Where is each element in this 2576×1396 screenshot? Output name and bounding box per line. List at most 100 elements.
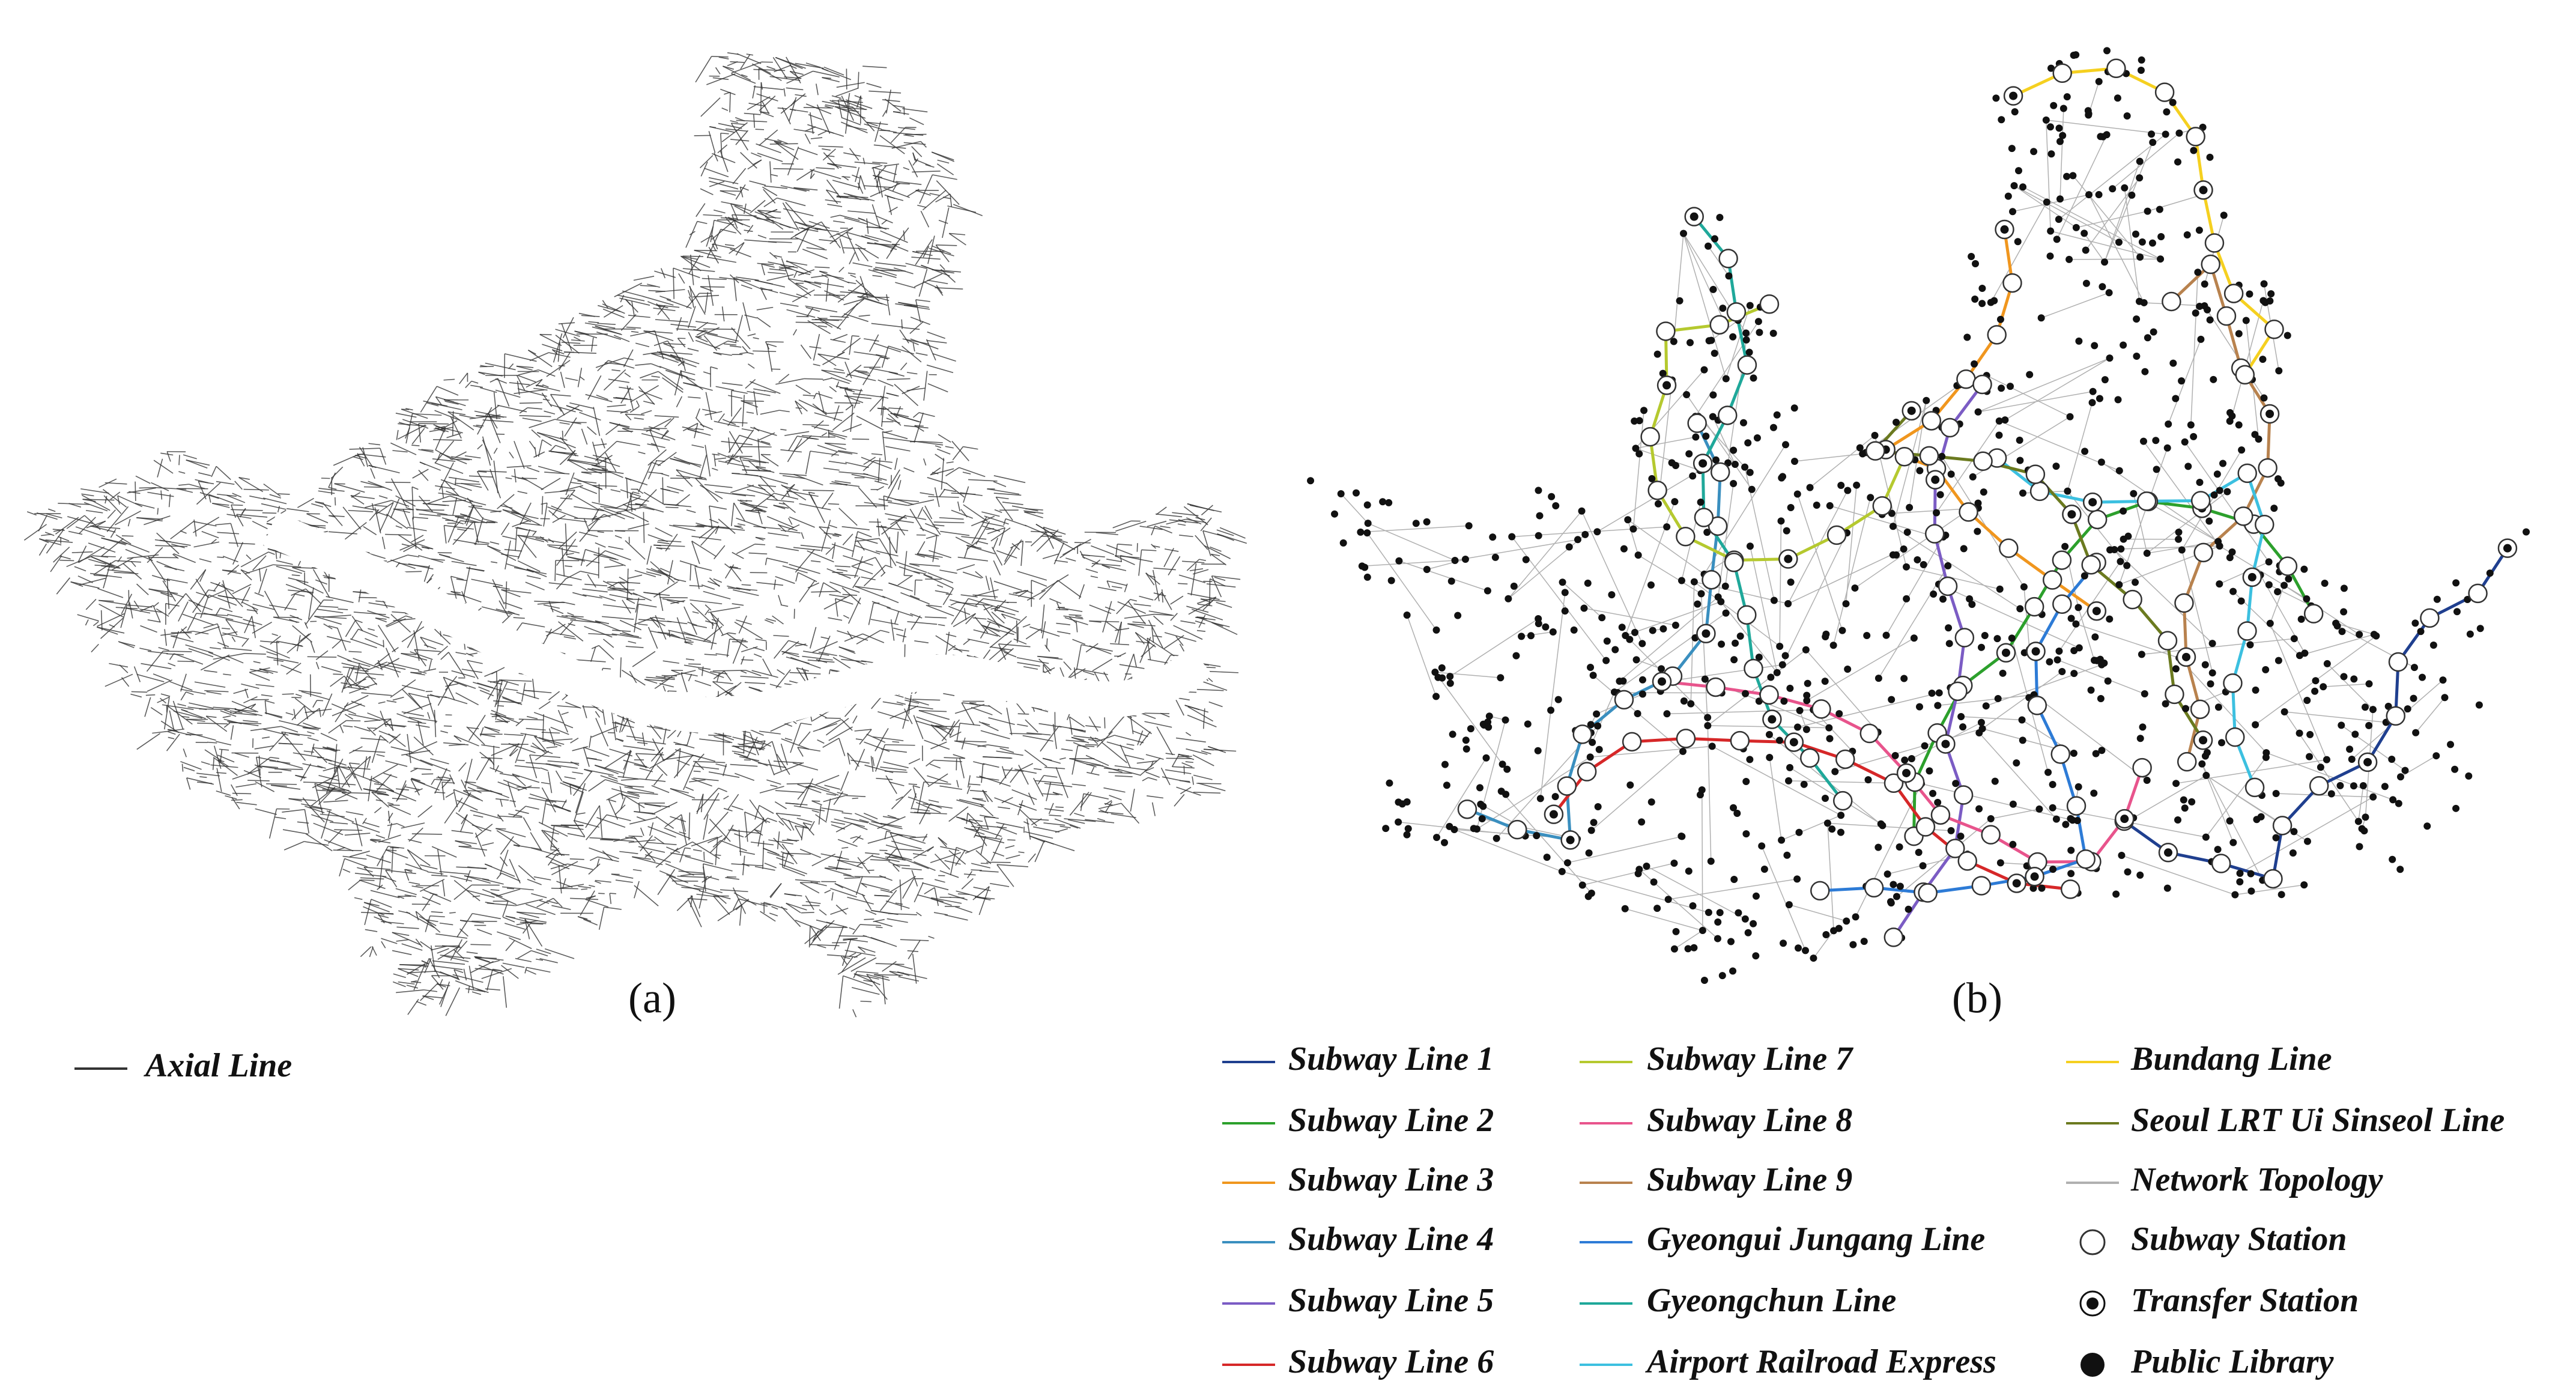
axial-segment <box>1040 726 1059 752</box>
axial-segment <box>566 405 583 412</box>
axial-segment <box>694 428 704 431</box>
axial-segment <box>1025 628 1041 640</box>
axial-segment <box>939 785 963 790</box>
axial-segment <box>604 514 611 518</box>
axial-segment <box>656 351 682 361</box>
axial-segment <box>311 787 336 807</box>
axial-segment <box>602 300 609 309</box>
axial-segment <box>940 530 970 536</box>
axial-segment <box>162 580 177 602</box>
axial-segment <box>735 276 759 281</box>
axial-segment <box>819 526 830 529</box>
axial-segment <box>515 527 536 532</box>
axial-segment <box>471 505 483 508</box>
axial-segment <box>836 82 865 88</box>
axial-segment <box>385 760 408 767</box>
axial-segment <box>864 123 882 130</box>
axial-segment <box>520 921 547 924</box>
axial-segment <box>619 633 639 637</box>
axial-segment <box>1065 739 1086 742</box>
axial-segment <box>950 847 957 876</box>
axial-segment <box>757 817 765 847</box>
axial-segment <box>332 640 342 649</box>
axial-segment <box>969 819 983 822</box>
axial-segment <box>258 765 292 772</box>
axial-segment <box>999 767 1013 785</box>
axial-segment <box>401 750 431 756</box>
axial-segment <box>700 525 720 546</box>
axial-segment <box>374 505 387 507</box>
axial-segment <box>552 515 566 523</box>
axial-segment <box>501 589 532 594</box>
axial-segment <box>399 964 429 967</box>
axial-segment <box>126 607 151 614</box>
axial-segment <box>1031 818 1042 825</box>
axial-segment <box>657 541 670 544</box>
axial-segment <box>785 202 808 226</box>
axial-segment <box>706 229 721 258</box>
axial-segment <box>565 702 581 709</box>
axial-segment <box>1037 655 1063 660</box>
axial-segment <box>541 478 561 491</box>
axial-segment <box>559 422 570 425</box>
axial-segment <box>509 452 514 459</box>
axial-segment <box>841 812 852 815</box>
axial-segment <box>1135 632 1156 648</box>
axial-segment <box>408 741 438 755</box>
axial-segment <box>459 928 468 937</box>
axial-segment <box>317 789 347 793</box>
axial-segment <box>629 817 657 825</box>
axial-segment <box>1005 845 1015 849</box>
axial-segment <box>252 603 275 610</box>
axial-segment <box>849 952 856 957</box>
axial-segment <box>980 836 986 855</box>
axial-segment <box>525 969 536 975</box>
axial-segment <box>570 897 599 900</box>
axial-segment <box>354 672 384 676</box>
axial-segment <box>509 858 521 884</box>
axial-segment <box>741 446 772 448</box>
axial-segment <box>440 730 448 733</box>
axial-segment <box>385 869 416 875</box>
axial-segment <box>744 314 757 319</box>
axial-segment <box>1187 503 1198 508</box>
axial-segment <box>900 939 929 941</box>
axial-segment <box>731 73 756 84</box>
axial-segment <box>391 846 394 873</box>
axial-segment <box>996 864 1014 887</box>
axial-segment <box>856 415 884 431</box>
axial-segment <box>487 545 501 551</box>
axial-segment <box>803 651 829 656</box>
axial-segment <box>841 658 867 663</box>
axial-segment <box>572 746 588 751</box>
axial-segment <box>1145 572 1155 586</box>
axial-segment <box>765 341 770 350</box>
axial-segment <box>531 950 548 957</box>
axial-segment <box>408 827 423 842</box>
axial-segment <box>932 524 945 527</box>
axial-segment <box>1124 673 1132 675</box>
axial-segment <box>931 151 955 162</box>
axial-segment <box>820 636 829 640</box>
axial-segment <box>557 709 569 733</box>
axial-segment <box>396 823 405 828</box>
axial-segment <box>968 598 1001 608</box>
axial-segment <box>723 65 751 81</box>
axial-segment <box>775 575 795 584</box>
axial-segment <box>169 710 175 730</box>
axial-segment <box>949 731 962 738</box>
axial-segment <box>550 404 576 413</box>
axial-segment <box>1025 590 1034 594</box>
axial-segment <box>468 475 494 478</box>
axial-segment <box>38 543 47 556</box>
axial-segment <box>533 387 548 391</box>
axial-segment <box>1185 518 1207 523</box>
axial-segment <box>323 758 332 762</box>
axial-segment <box>431 975 444 990</box>
axial-segment <box>611 369 620 372</box>
axial-segment <box>685 658 695 661</box>
axial-segment <box>872 162 888 164</box>
axial-segment <box>919 174 933 204</box>
axial-segment <box>679 831 686 835</box>
axial-segment <box>1139 595 1154 601</box>
